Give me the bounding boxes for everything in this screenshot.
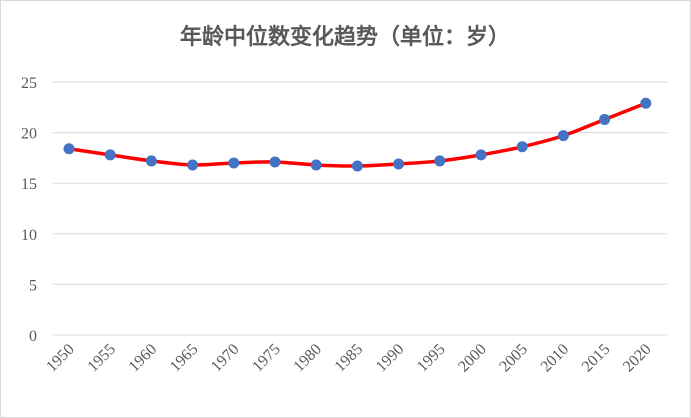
x-tick-label: 1975: [249, 341, 284, 376]
data-point-1985: [351, 160, 363, 172]
x-tick-label: 1955: [84, 341, 119, 376]
data-point-1975: [269, 156, 281, 168]
y-tick-label: 20: [21, 126, 37, 143]
data-point-2010: [557, 130, 569, 142]
data-point-1955: [104, 149, 116, 161]
x-tick-label: 1985: [332, 341, 367, 376]
x-tick-label: 1990: [373, 341, 408, 376]
x-tick-label: 1950: [43, 341, 78, 376]
data-point-1960: [145, 155, 157, 167]
y-tick-label: 25: [21, 75, 37, 92]
x-tick-label: 2015: [579, 341, 614, 376]
x-tick-label: 2000: [455, 341, 490, 376]
x-tick-label: 1960: [126, 341, 161, 376]
data-point-1995: [434, 155, 446, 167]
data-point-1965: [187, 159, 199, 171]
y-tick-label: 0: [29, 328, 37, 345]
chart-title: 年龄中位数变化趋势（单位：岁）: [180, 24, 510, 50]
data-point-1990: [393, 158, 405, 170]
x-tick-label: 2010: [538, 341, 573, 376]
data-point-1980: [310, 159, 322, 171]
grid-lines: [53, 81, 667, 336]
y-tick-label: 15: [21, 176, 37, 193]
x-tick-label: 1995: [414, 341, 449, 376]
data-point-1950: [63, 143, 75, 155]
x-tick-label: 1980: [290, 341, 325, 376]
y-tick-label: 10: [21, 227, 37, 244]
data-point-2000: [475, 149, 487, 161]
data-point-2020: [640, 97, 652, 109]
x-tick-label: 2005: [496, 341, 531, 376]
data-points: [63, 97, 652, 172]
x-tick-label: 1970: [208, 341, 243, 376]
data-point-2015: [599, 113, 611, 125]
x-tick-label: 1965: [167, 341, 202, 376]
data-point-2005: [516, 141, 528, 153]
data-point-1970: [228, 157, 240, 169]
x-tick-label: 2020: [620, 341, 655, 376]
x-axis-ticks: 1950 1955 1960 1965 1970 1975 1980 1985 1990 1995…: [43, 341, 654, 376]
y-axis-ticks: 0 5 10 15 20 25: [21, 75, 37, 345]
y-tick-label: 5: [29, 277, 37, 294]
